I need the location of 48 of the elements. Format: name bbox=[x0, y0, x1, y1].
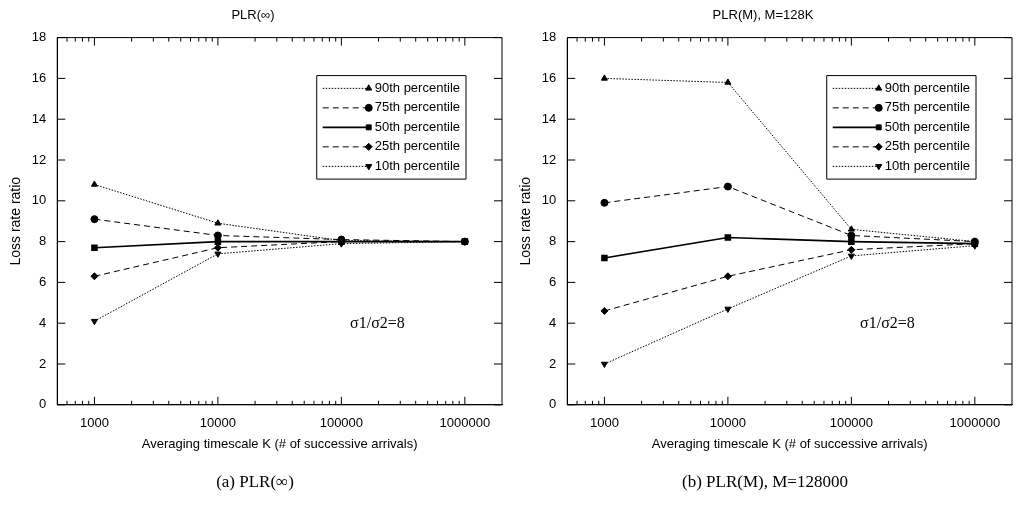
legend-label: 90th percentile bbox=[374, 79, 460, 95]
x-tick-label: 1000 bbox=[79, 415, 109, 431]
x-tick-label: 100000 bbox=[319, 415, 364, 431]
y-tick-label: 4 bbox=[549, 314, 557, 330]
text: (b) PLR(M), M=128000 bbox=[681, 472, 849, 492]
y-axis-title: Loss rate ratio bbox=[7, 176, 24, 266]
x-tick-label: 1000 bbox=[589, 415, 619, 431]
y-tick-label: 16 bbox=[541, 69, 557, 85]
y-tick-label: 2 bbox=[549, 355, 557, 371]
x-axis-title: Averaging timescale K (# of successive arrivals) bbox=[141, 435, 418, 451]
y-tick-label: 10 bbox=[541, 192, 557, 208]
y-axis-title: Loss rate ratio bbox=[517, 176, 534, 266]
chart-title: PLR(M), M=128K bbox=[712, 7, 814, 23]
y-tick-label: 14 bbox=[541, 110, 557, 126]
y-tick-label: 6 bbox=[549, 273, 557, 289]
annotation: σ1/σ2=8 bbox=[350, 314, 405, 332]
legend-label: 50th percentile bbox=[884, 118, 970, 134]
y-tick-label: 4 bbox=[39, 314, 47, 330]
legend-label: 90th percentile bbox=[884, 79, 970, 95]
x-tick-label: 1000000 bbox=[949, 415, 1001, 431]
legend-label: 75th percentile bbox=[884, 99, 970, 115]
legend-label: 75th percentile bbox=[374, 99, 460, 115]
chart-title: PLR(∞) bbox=[231, 7, 275, 23]
y-tick-label: 8 bbox=[549, 233, 557, 249]
x-tick-label: 100000 bbox=[829, 415, 874, 431]
x-axis-title: Averaging timescale K (# of successive arrivals) bbox=[651, 435, 928, 451]
y-tick-label: 0 bbox=[549, 396, 557, 412]
y-tick-label: 14 bbox=[31, 110, 47, 126]
y-tick-label: 10 bbox=[31, 192, 47, 208]
y-tick-label: 18 bbox=[541, 29, 557, 45]
x-tick-label: 1000000 bbox=[439, 415, 491, 431]
y-tick-label: 6 bbox=[39, 273, 47, 289]
annotation: σ1/σ2=8 bbox=[860, 314, 915, 332]
y-tick-label: 0 bbox=[39, 396, 47, 412]
legend-label: 10th percentile bbox=[884, 157, 970, 173]
legend-label: 25th percentile bbox=[374, 138, 460, 154]
x-tick-label: 10000 bbox=[199, 415, 236, 431]
legend-label: 50th percentile bbox=[374, 118, 460, 134]
y-tick-label: 18 bbox=[31, 29, 47, 45]
legend-label: 25th percentile bbox=[884, 138, 970, 154]
y-tick-label: 8 bbox=[39, 233, 47, 249]
x-tick-label: 10000 bbox=[709, 415, 746, 431]
y-tick-label: 12 bbox=[31, 151, 47, 167]
y-tick-label: 2 bbox=[39, 355, 47, 371]
text: (a) PLR(∞) bbox=[215, 472, 295, 492]
legend-label: 10th percentile bbox=[374, 157, 460, 173]
y-tick-label: 16 bbox=[31, 69, 47, 85]
y-tick-label: 12 bbox=[541, 151, 557, 167]
